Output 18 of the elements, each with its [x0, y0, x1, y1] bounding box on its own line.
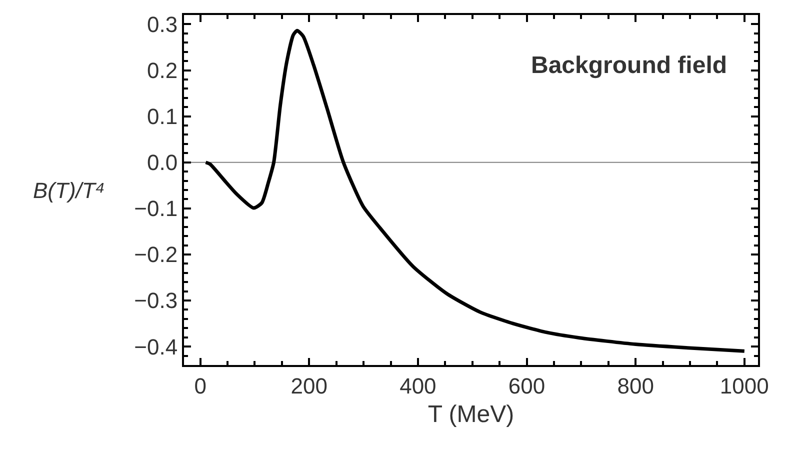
x-tick-label: 200 [290, 373, 328, 398]
y-axis-title: B(T)/T⁴ [33, 178, 105, 203]
x-tick-label: 0 [194, 373, 206, 398]
x-tick-label: 800 [617, 373, 654, 398]
y-tick-label: 0.2 [147, 58, 178, 83]
y-tick-label: 0.3 [147, 12, 178, 37]
x-tick-label: 400 [400, 373, 436, 398]
y-tick-label: −0.3 [134, 288, 178, 314]
x-tick-label: 600 [508, 373, 546, 398]
line-series [204, 28, 746, 353]
y-tick-label: −0.4 [134, 334, 178, 360]
x-tick-label: 1000 [720, 373, 769, 398]
y-tick-label: −0.1 [134, 196, 178, 222]
y-tick-label: 0.0 [147, 150, 178, 176]
y-tick-label: 0.1 [147, 104, 178, 130]
x-axis-title: T (MeV) [428, 401, 514, 428]
annotation: Background field [531, 52, 728, 79]
y-tick-label: −0.2 [134, 242, 178, 268]
